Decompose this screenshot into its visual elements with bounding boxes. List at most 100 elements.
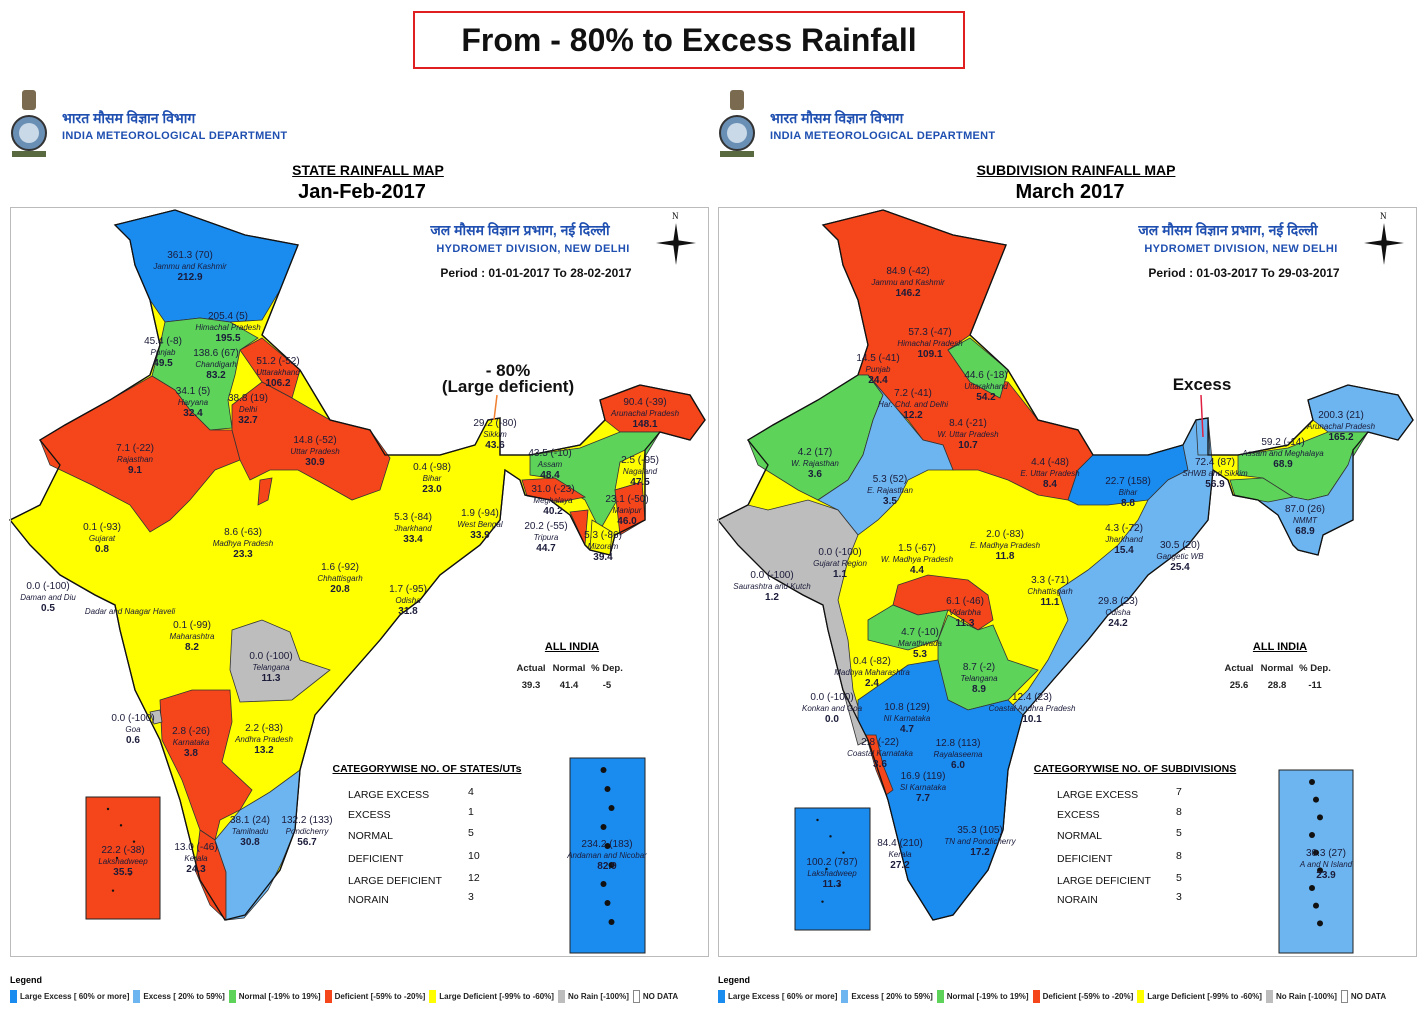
lakshadweep-inset[interactable]: [794, 807, 871, 931]
island-mark: [600, 767, 607, 773]
actual-departure: 1.9 (-94): [461, 508, 499, 519]
legend-label: Normal [-19% to 19%]: [238, 992, 321, 1001]
normal-rainfall: 148.1: [632, 419, 658, 430]
legend-swatch: [324, 990, 332, 1003]
island-mark: [111, 889, 115, 892]
region-label: 51.2 (-52) Uttarakhand 106.2: [256, 356, 300, 389]
region-eraj[interactable]: [817, 374, 954, 536]
actual-departure: 1.5 (-67): [898, 543, 936, 554]
region-uk[interactable]: [947, 337, 1009, 399]
region-goa[interactable]: [149, 709, 163, 725]
region-up[interactable]: [231, 381, 391, 501]
region-name: Kerala: [888, 850, 912, 859]
actual-departure: 14.5 (-41): [856, 353, 900, 364]
actual-departure: 2.5 (-95): [621, 455, 659, 466]
actual-departure: 4.7 (-10): [901, 627, 939, 638]
period-range: Period : 01-01-2017 To 28-02-2017: [440, 266, 632, 280]
normal-rainfall: 8.9: [972, 684, 986, 695]
region-tn[interactable]: [214, 769, 301, 921]
normal-rainfall: 4.4: [910, 565, 924, 576]
region-label: 87.0 (26) NMMT 68.9: [1285, 504, 1325, 537]
normal-rainfall: 10.1: [1022, 714, 1042, 725]
legend-item: Large Excess [ 60% or more]: [10, 990, 129, 1003]
region-mpred[interactable]: [257, 477, 273, 506]
region-name: Madhya Pradesh: [212, 539, 274, 548]
region-label: 1.6 (-92) Chhattisgarh 20.8: [317, 562, 362, 595]
normal-rainfall: 31.8: [398, 606, 418, 617]
normal-rainfall: 56.9: [1205, 479, 1225, 490]
region-name: Maharashtra: [169, 632, 215, 641]
normal-rainfall: 24.3: [186, 864, 206, 875]
region-ck[interactable]: [865, 734, 894, 796]
legend: Large Excess [ 60% or more] Excess [ 20% …: [718, 990, 1415, 1003]
actual-departure: 12.4 (23): [1011, 692, 1053, 703]
island-mark: [604, 786, 611, 792]
normal-rainfall: 3.8: [184, 748, 198, 759]
region-tri[interactable]: [569, 509, 589, 547]
category-count: 4: [468, 786, 474, 798]
region-uk[interactable]: [239, 337, 301, 399]
region-label: 8.4 (-21) W. Uttar Pradesh 10.7: [937, 418, 998, 451]
region-label: 5.3 (52) E. Rajasthan 3.5: [867, 474, 913, 507]
actual-departure: 0.0 (-100): [750, 570, 794, 581]
region-name: Jammu and Kashmir: [153, 262, 227, 271]
normal-rainfall: 5.3: [913, 649, 927, 660]
region-name: Lakshadweep: [98, 857, 148, 866]
region-name: Tripura: [533, 533, 559, 542]
island-mark: [600, 824, 607, 830]
legend-swatch: [557, 990, 565, 1003]
actual-departure: 0.4 (-98): [413, 462, 451, 473]
region-label: 138.6 (67) Chandigarh 83.2: [193, 348, 239, 381]
region-label: 8.6 (-63) Madhya Pradesh 23.3: [213, 527, 273, 560]
region-label: 57.3 (-47) Himachal Pradesh 109.1: [897, 327, 962, 360]
normal-rainfall: 195.5: [215, 333, 241, 344]
normal-rainfall: 11.3: [955, 618, 975, 629]
imd-english-name: INDIA METEOROLOGICAL DEPARTMENT: [770, 130, 996, 142]
region-label: 12.4 (23) Coastal Andhra Pradesh 10.1: [989, 692, 1076, 725]
actual-departure: 200.3 (21): [1318, 410, 1364, 421]
region-name: Jharkhand: [1105, 535, 1143, 544]
region-megh[interactable]: [521, 477, 587, 503]
legend: Large Excess [ 60% or more] Excess [ 20% …: [10, 990, 707, 1003]
region-label: 38.8 (19) Delhi 32.7: [228, 393, 268, 426]
region-label: 4.4 (-48) E. Uttar Pradesh 8.4: [1020, 457, 1079, 490]
normal-rainfall: 82.9: [597, 861, 617, 872]
normal-rainfall: 3.6: [873, 759, 887, 770]
legend-label: Large Deficient [-99% to -60%]: [439, 992, 554, 1001]
region-name: Pondicherry: [285, 827, 329, 836]
category-label: NORMAL: [348, 830, 393, 842]
actual-departure: 57.3 (-47): [908, 327, 952, 338]
region-name: Kerala: [184, 854, 208, 863]
region-label: 23.1 (-50) Manipur 46.0: [605, 494, 648, 527]
category-label: EXCESS: [1057, 809, 1100, 821]
legend-item: No Rain [-100%]: [557, 990, 629, 1003]
actual-departure: 13.0 (-46): [174, 842, 218, 853]
region-label: 7.2 (-41) Har. Chd. and Delhi 12.2: [878, 388, 948, 421]
region-name: Odisha: [395, 596, 421, 605]
normal-rainfall: 109.1: [917, 349, 943, 360]
region-label: 132.2 (133) Pondicherry 56.7: [281, 815, 332, 848]
normal-rainfall: 3.5: [883, 496, 897, 507]
region-megh[interactable]: [1229, 477, 1295, 503]
normal-rainfall: 83.2: [206, 370, 226, 381]
region-label: 200.3 (21) Arunachal Pradesh 165.2: [1307, 410, 1375, 443]
region-name: Vidarbha: [949, 608, 981, 617]
legend-item: NO DATA: [1340, 990, 1386, 1003]
region-tel[interactable]: [229, 619, 331, 703]
category-label: EXCESS: [348, 809, 391, 821]
normal-rainfall: 8.2: [185, 642, 199, 653]
region-label: 4.2 (17) W. Rajasthan 3.6: [791, 447, 839, 480]
region-label: 1.7 (-95) Odisha 31.8: [389, 584, 427, 617]
lakshadweep-inset[interactable]: [85, 796, 161, 920]
hydromet-english: HYDROMET DIVISION, NEW DELHI: [436, 243, 630, 255]
region-name: SHWB and Sikkim: [1182, 469, 1248, 478]
island-mark: [115, 856, 119, 860]
coastline: [716, 209, 1414, 921]
legend-label: NO DATA: [642, 992, 679, 1001]
normal-rainfall: 48.4: [540, 470, 560, 481]
actual-departure: 72.4 (87): [1194, 457, 1236, 468]
normal-rainfall: 27.2: [890, 860, 910, 871]
actual-departure: 138.6 (67): [193, 348, 239, 359]
